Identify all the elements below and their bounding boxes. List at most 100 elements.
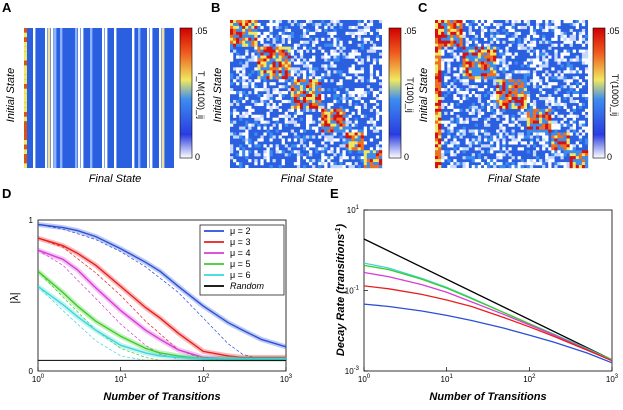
heatC-cell: [539, 67, 543, 71]
heatB-cell: [336, 150, 340, 154]
heatB-cell: [230, 88, 234, 92]
heatB-cell: [254, 22, 258, 27]
heatC-cell: [447, 61, 451, 65]
heatB-cell: [281, 52, 285, 56]
heatB-cell: [245, 22, 249, 27]
heatC-cell: [499, 61, 503, 65]
heatmap-c-ylabel: Initial State: [418, 68, 430, 122]
heatB-cell: [287, 20, 291, 24]
heatB-cell: [239, 61, 243, 65]
heatC-cell: [560, 73, 564, 77]
heatC-cell: [545, 135, 549, 139]
heatC-cell: [483, 117, 488, 121]
heatB-cell: [284, 144, 288, 148]
heatB-cell: [254, 162, 258, 166]
heatC-cell: [459, 20, 463, 24]
heatC-cell: [447, 43, 451, 47]
heatB-cell: [330, 102, 334, 107]
heatC-cell: [435, 61, 439, 65]
heatC-cell: [447, 31, 451, 35]
heatB-cell: [245, 52, 249, 56]
heatC-cell: [483, 22, 488, 27]
heatC-cell: [575, 165, 580, 169]
heatC-cell: [511, 88, 515, 92]
heatB-cell: [245, 85, 249, 89]
heatC-cell: [557, 141, 561, 145]
heatC-cell: [532, 117, 537, 121]
heatC-cell: [557, 31, 561, 35]
heatC-cell: [456, 144, 460, 148]
plot-e-line-4: [364, 285, 612, 362]
heatB-cell: [293, 91, 298, 95]
heatB-cell: [378, 88, 383, 92]
heatC-cell: [450, 22, 454, 27]
heatC-cell: [450, 126, 454, 130]
heatB-cell: [245, 20, 249, 24]
heatC-cell: [526, 43, 531, 47]
heatB-cell: [354, 52, 358, 56]
heatB-cell: [363, 129, 367, 133]
heatC-cell: [569, 28, 573, 33]
heatB-cell: [366, 79, 371, 83]
heatC-cell: [514, 99, 518, 104]
heatC-cell: [438, 52, 442, 56]
heatB-cell: [360, 99, 364, 104]
heatC-cell: [545, 108, 549, 112]
heatC-cell: [535, 147, 540, 151]
heatC-cell: [438, 43, 442, 47]
heatC-cell: [480, 28, 485, 33]
heatC-cell: [453, 46, 457, 50]
heatB-cell: [245, 94, 249, 98]
heatB-cell: [260, 135, 264, 139]
heatC-cell: [526, 144, 531, 148]
heatC-cell: [514, 91, 518, 95]
heatC-cell: [563, 52, 567, 56]
heatC-cell: [493, 162, 497, 166]
heatB-cell: [245, 64, 249, 68]
heatB-cell: [327, 129, 331, 133]
heatC-cell: [578, 37, 583, 41]
heatB-cell: [266, 96, 270, 101]
heatC-cell: [438, 141, 442, 145]
heatB-cell: [293, 144, 298, 148]
heatC-cell: [563, 20, 567, 24]
heatB-cell: [233, 135, 237, 139]
heatC-cell: [459, 129, 463, 133]
heatC-cell: [444, 120, 448, 124]
heatB-cell: [324, 135, 328, 139]
heatC-cell: [465, 96, 469, 101]
heatC-cell: [569, 96, 573, 101]
heatB-cell: [333, 28, 337, 33]
heatB-cell: [330, 20, 334, 24]
heatC-cell: [572, 22, 576, 27]
heatC-cell: [532, 64, 537, 68]
heatB-cell: [378, 96, 383, 101]
heatB-cell: [348, 67, 352, 71]
heatB-cell: [245, 123, 249, 127]
heatC-cell: [523, 111, 527, 115]
heatC-cell: [453, 159, 457, 163]
heatC-cell: [493, 102, 497, 107]
heatC-cell: [474, 132, 479, 136]
heatB-cell: [257, 55, 261, 59]
heatB-cell: [272, 55, 276, 59]
heatB-cell: [306, 120, 310, 124]
heatB-cell: [321, 129, 325, 133]
heatC-cell: [569, 153, 573, 157]
heatB-cell: [357, 132, 361, 136]
heatB-cell: [351, 156, 355, 160]
heatB-cell: [284, 114, 288, 118]
heatB-cell: [284, 58, 288, 62]
heatC-cell: [511, 40, 515, 44]
heatB-cell: [266, 55, 270, 59]
heatC-cell: [517, 37, 521, 41]
heatB-cell: [257, 117, 261, 121]
heatB-cell: [239, 40, 243, 44]
heatB-cell: [363, 153, 367, 157]
heatB-cell: [318, 28, 322, 33]
heatB-cell: [275, 34, 279, 38]
heatB-cell: [254, 55, 258, 59]
heatC-cell: [502, 28, 506, 33]
heatB-cell: [357, 147, 361, 151]
